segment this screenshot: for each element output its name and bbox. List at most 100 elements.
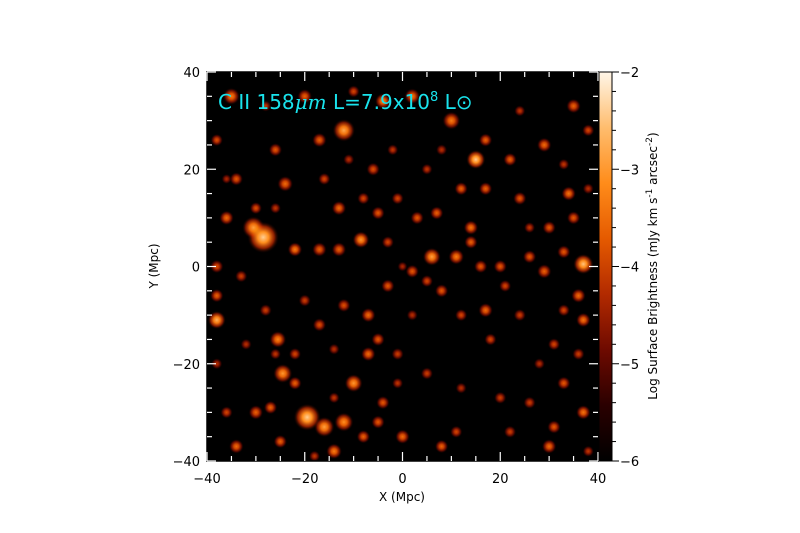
emission-source xyxy=(473,259,488,274)
emission-source xyxy=(229,439,244,454)
emission-source xyxy=(381,279,395,293)
emission-source xyxy=(464,235,478,249)
y-tick-label: 20 xyxy=(183,163,200,178)
emission-source xyxy=(582,124,595,137)
y-tick-label: −20 xyxy=(173,358,200,373)
emission-source xyxy=(357,192,370,205)
colorbar-tick-label: −6 xyxy=(620,455,639,470)
x-tick-label: −40 xyxy=(193,472,220,487)
emission-source xyxy=(450,425,463,439)
emission-source xyxy=(397,261,408,272)
x-axis-label: X (Mpc) xyxy=(379,490,425,504)
emission-source xyxy=(547,420,561,434)
emission-source xyxy=(360,307,376,323)
emission-source xyxy=(387,144,399,156)
emission-source xyxy=(371,332,385,347)
emission-source xyxy=(312,318,327,332)
emission-source xyxy=(571,288,586,303)
emission-source xyxy=(247,221,279,254)
y-tick-label: 0 xyxy=(192,261,200,276)
emission-source xyxy=(273,363,293,384)
emission-source xyxy=(576,312,591,328)
emission-source xyxy=(375,93,391,110)
emission-source xyxy=(478,181,493,196)
x-tick-label: 0 xyxy=(398,472,406,487)
emission-source xyxy=(312,242,327,257)
emission-source xyxy=(334,412,354,432)
emission-source xyxy=(573,253,594,275)
emission-source xyxy=(572,347,585,361)
emission-source xyxy=(522,250,537,264)
emission-source xyxy=(434,284,449,298)
emission-source xyxy=(434,439,449,454)
y-tick-label: −40 xyxy=(173,455,200,470)
emission-source xyxy=(371,206,385,220)
emission-source xyxy=(442,111,461,130)
emission-source xyxy=(240,338,252,350)
emission-source xyxy=(513,191,527,206)
emission-source xyxy=(391,192,404,205)
colorbar-tick-label: −4 xyxy=(620,261,639,276)
colorbar-ticks xyxy=(612,71,619,462)
colorbar-tick-label: −2 xyxy=(620,66,639,81)
emission-source xyxy=(371,415,385,429)
emission-source xyxy=(435,144,448,156)
plot-panel xyxy=(206,71,599,462)
emission-source xyxy=(207,310,226,329)
emission-source xyxy=(360,346,376,362)
emission-source xyxy=(391,377,404,389)
emission-source xyxy=(484,333,497,346)
emission-source xyxy=(366,162,380,176)
emission-source xyxy=(391,347,404,361)
emission-source xyxy=(277,175,294,192)
emission-source xyxy=(210,288,224,303)
y-tick-label: 40 xyxy=(183,66,200,81)
emission-source xyxy=(420,367,434,380)
emission-source xyxy=(331,200,347,216)
emission-source xyxy=(268,143,283,157)
emission-source xyxy=(514,105,526,117)
emission-source xyxy=(493,259,507,274)
emission-source xyxy=(405,264,420,279)
x-tick-label: 20 xyxy=(492,472,509,487)
emission-source xyxy=(318,172,331,186)
emission-source xyxy=(248,405,264,420)
emission-source xyxy=(429,206,444,220)
emission-source xyxy=(404,88,421,105)
emission-source xyxy=(536,264,552,279)
emission-source xyxy=(235,270,248,283)
emission-source xyxy=(312,132,327,148)
emission-source xyxy=(557,245,571,259)
emission-source xyxy=(293,403,321,431)
emission-source xyxy=(494,391,507,404)
emission-source xyxy=(297,89,313,104)
emission-source xyxy=(466,149,486,170)
emission-source xyxy=(523,221,536,234)
emission-source xyxy=(347,85,360,98)
emission-source xyxy=(287,242,303,257)
x-tick-label: 40 xyxy=(590,472,607,487)
emission-source xyxy=(220,406,233,419)
emission-source xyxy=(288,347,302,361)
emission-source xyxy=(210,259,224,274)
emission-source xyxy=(513,308,526,322)
emission-source xyxy=(478,133,493,147)
emission-source xyxy=(454,181,468,196)
emission-source xyxy=(533,358,545,370)
emission-source xyxy=(582,445,594,457)
emission-source xyxy=(421,163,433,175)
emission-source xyxy=(337,298,351,313)
emission-source xyxy=(344,374,363,393)
emission-source xyxy=(406,309,418,321)
emission-source xyxy=(582,183,594,195)
emission-source xyxy=(541,439,557,454)
emission-source xyxy=(211,358,223,370)
emission-source xyxy=(249,201,263,215)
emission-source xyxy=(269,202,282,214)
emission-source xyxy=(498,279,512,293)
emission-source xyxy=(448,248,465,265)
emission-source xyxy=(557,376,571,390)
x-tick-label: −20 xyxy=(291,472,318,487)
emission-source xyxy=(542,220,556,235)
emission-source xyxy=(332,119,356,142)
